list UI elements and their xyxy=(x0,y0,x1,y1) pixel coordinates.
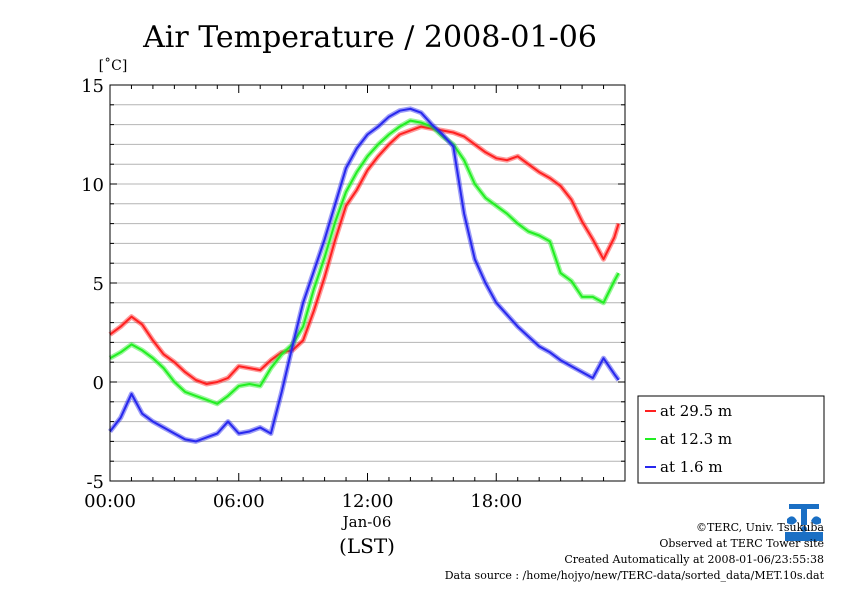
x-tick-label: 18:00 xyxy=(470,491,522,512)
series-line-3 xyxy=(108,106,621,444)
legend-label: at 1.6 m xyxy=(660,458,723,476)
x-tick-label: 12:00 xyxy=(342,491,394,512)
series-lines xyxy=(108,106,621,444)
y-tick-label: 5 xyxy=(93,274,104,295)
created-timestamp-text: Created Automatically at 2008-01-06/23:5… xyxy=(564,553,824,566)
y-axis-tick-labels: 15 10 5 0 -5 xyxy=(81,76,104,493)
y-axis-unit-label: [˚C] xyxy=(99,57,128,74)
x-tick-label: 06:00 xyxy=(213,491,265,512)
legend: at 29.5 m at 12.3 m at 1.6 m xyxy=(637,395,825,484)
legend-label: at 12.3 m xyxy=(660,430,732,448)
series-line-1 xyxy=(108,124,621,387)
y-tick-label: 15 xyxy=(81,76,104,97)
series-halo xyxy=(108,118,621,407)
series-path xyxy=(109,125,620,385)
legend-label: at 29.5 m xyxy=(660,402,732,420)
credits-block: ©TERC, Univ. Tsukuba Observed at TERC To… xyxy=(445,520,824,584)
chart-title: Air Temperature / 2008-01-06 xyxy=(142,20,597,55)
y-tick-label: -5 xyxy=(86,472,104,493)
series-path xyxy=(109,107,620,443)
x-axis-tick-labels: 00:00 06:00 12:00 18:00 xyxy=(84,491,522,512)
x-axis-date-label: Jan-06 xyxy=(341,513,392,531)
y-tick-label: 10 xyxy=(81,175,104,196)
terc-logo xyxy=(783,501,825,543)
observed-site-text: Observed at TERC Tower site xyxy=(659,537,824,550)
terc-logo-icon xyxy=(783,501,825,543)
series-path xyxy=(109,119,620,405)
axis-ticks xyxy=(109,84,626,482)
grid-lines xyxy=(110,104,625,462)
x-axis-title: (LST) xyxy=(339,534,395,558)
data-source-text: Data source : /home/hojyo/new/TERC-data/… xyxy=(444,569,824,582)
y-tick-label: 0 xyxy=(93,373,104,394)
legend-box xyxy=(637,395,825,484)
copyright-text: ©TERC, Univ. Tsukuba xyxy=(695,521,824,534)
x-tick-label: 00:00 xyxy=(84,491,136,512)
series-line-2 xyxy=(108,118,621,407)
